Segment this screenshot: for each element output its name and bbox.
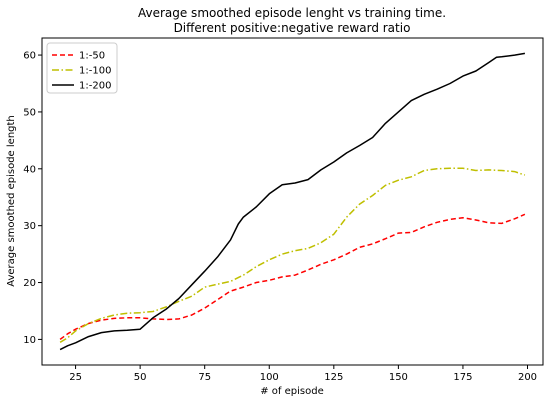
- x-tick-label: 175: [453, 372, 472, 383]
- y-tick-label: 40: [23, 164, 36, 175]
- x-axis-ticks: 25 50 75 100 125 150 175 200: [69, 365, 537, 383]
- legend-label: 1:-200: [79, 81, 111, 92]
- chart-title: Average smoothed episode lenght vs train…: [138, 6, 446, 20]
- x-axis-label: # of episode: [260, 386, 323, 397]
- x-tick-label: 25: [69, 372, 82, 383]
- legend-label: 1:-100: [79, 66, 111, 77]
- y-tick-label: 30: [23, 221, 36, 232]
- y-tick-label: 20: [23, 278, 36, 289]
- legend-label: 1:-50: [79, 51, 105, 62]
- y-tick-label: 50: [23, 107, 36, 118]
- x-tick-label: 75: [198, 372, 211, 383]
- y-tick-label: 10: [23, 335, 36, 346]
- series-layer: [59, 52, 526, 351]
- legend: 1:-50 1:-100 1:-200: [46, 42, 118, 94]
- y-axis-label: Average smoothed episode length: [6, 115, 17, 287]
- x-tick-label: 200: [518, 372, 537, 383]
- plot-area: [41, 37, 544, 366]
- x-tick-label: 50: [134, 372, 147, 383]
- x-tick-label: 100: [260, 372, 279, 383]
- series-line-1:-100: [59, 167, 526, 343]
- x-tick-label: 125: [324, 372, 343, 383]
- series-line-1:-200: [59, 52, 526, 351]
- y-axis-ticks: 10 20 30 40 50 60: [23, 51, 42, 346]
- series-line-1:-50: [59, 213, 526, 341]
- x-tick-label: 150: [389, 372, 408, 383]
- y-tick-label: 60: [23, 51, 36, 62]
- plot-frame: [41, 37, 544, 366]
- chart-subtitle: Different positive:negative reward ratio: [174, 21, 411, 35]
